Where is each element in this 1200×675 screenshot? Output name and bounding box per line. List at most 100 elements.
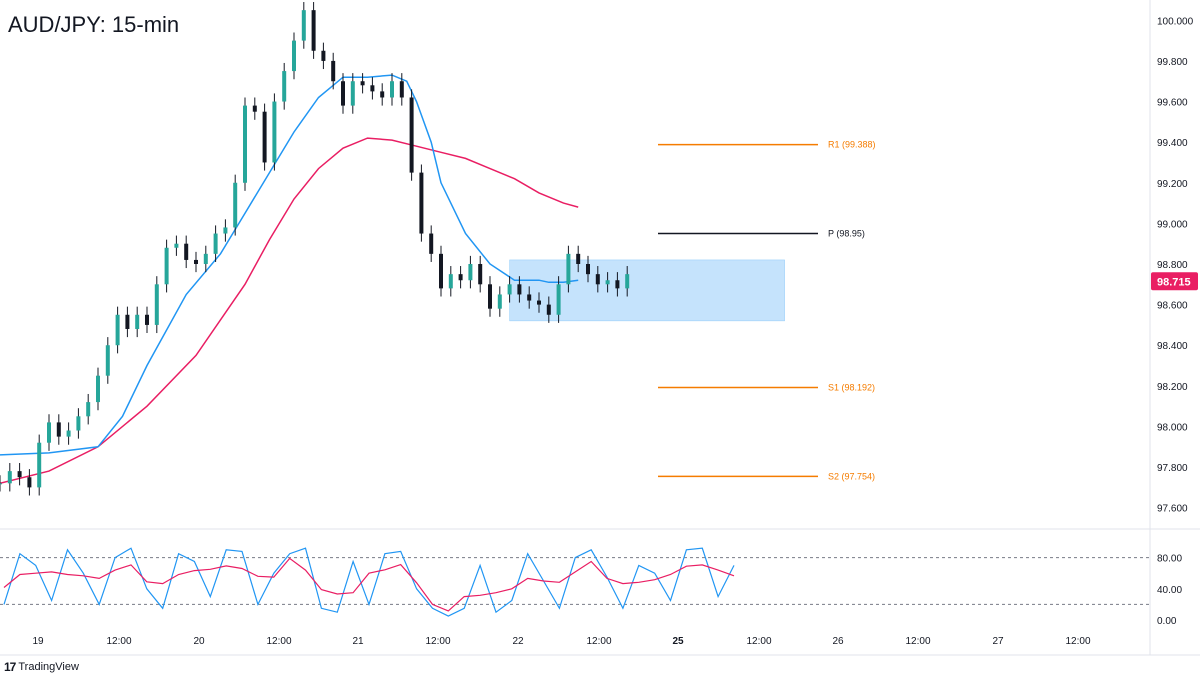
grid (0, 0, 1200, 656)
stoch-tick-2: 0.00 (1157, 616, 1177, 627)
price-tick-9: 98.200 (1157, 382, 1188, 393)
candle-body-5 (47, 422, 51, 443)
candle-body-39 (380, 91, 385, 98)
tradingview-icon: 17 (4, 660, 16, 674)
candle-body-29 (282, 71, 287, 102)
candle-body-11 (105, 345, 110, 376)
candle-body-26 (252, 105, 257, 112)
price-tick-7: 98.600 (1157, 301, 1188, 312)
candle-body-13 (125, 314, 130, 329)
candle-body-14 (135, 314, 140, 329)
stochastic-pane: 80.00 40.00 0.00 (0, 547, 1182, 627)
candle-body-46 (448, 274, 453, 289)
candle-body-18 (174, 243, 179, 248)
candle-body-51 (497, 294, 502, 309)
candle-body-3 (27, 477, 32, 488)
time-axis: 19 12:00 20 12:00 21 12:00 22 12:00 25 12:00 26 12:… (32, 636, 1091, 647)
time-tick-6: 22 (512, 636, 524, 647)
price-tick-3: 99.400 (1157, 138, 1188, 149)
pivot-lines: R1 (99.388) P (98.95) S1 (98.192) S2 (97.75… (658, 140, 876, 481)
price-tick-5: 99.000 (1157, 219, 1188, 230)
branding-label: TradingView (18, 661, 79, 673)
candle-body-20 (194, 259, 198, 264)
candle-body-50 (488, 284, 492, 309)
price-tick-8: 98.400 (1157, 341, 1188, 352)
candle-body-60 (586, 264, 590, 275)
candle-body-28 (272, 101, 277, 163)
candle-body-2 (17, 471, 22, 478)
candle-body-12 (115, 314, 120, 346)
price-tick-11: 97.800 (1157, 463, 1188, 474)
candle-body-25 (243, 105, 247, 183)
candle-body-43 (419, 172, 424, 234)
candle-body-15 (145, 314, 149, 325)
time-tick-8: 25 (672, 636, 684, 647)
price-tick-0: 100.000 (1157, 16, 1194, 27)
candle-body-27 (262, 111, 267, 163)
candle-body-41 (399, 81, 404, 98)
price-tick-10: 98.000 (1157, 422, 1188, 433)
candle-body-19 (184, 243, 189, 260)
price-axis: 100.000 99.800 99.600 99.400 99.200 99.000 98.… (1151, 16, 1198, 515)
candle-body-47 (458, 274, 463, 281)
candle-body-16 (154, 284, 159, 325)
pivot-label-0: R1 (99.388) (828, 140, 876, 150)
pivot-label-3: S2 (97.754) (828, 471, 875, 481)
candle-body-57 (556, 284, 561, 315)
candle-body-36 (350, 81, 355, 106)
candle-body-55 (537, 300, 541, 305)
candle-body-4 (37, 442, 42, 488)
candle-body-58 (566, 253, 571, 285)
pivot-label-2: S1 (98.192) (828, 382, 875, 392)
time-tick-12: 27 (992, 636, 1004, 647)
time-tick-0: 19 (32, 636, 44, 647)
price-tick-1: 99.800 (1157, 57, 1188, 68)
candle-body-33 (321, 50, 326, 61)
stoch-tick-0: 80.00 (1157, 554, 1182, 565)
candle-body-64 (625, 274, 630, 289)
candle-body-56 (546, 304, 551, 315)
candle-body-44 (429, 233, 434, 254)
candle-body-22 (213, 233, 218, 254)
candle-body-48 (468, 264, 473, 281)
candle-body-53 (517, 284, 522, 295)
candle-body-30 (292, 40, 296, 72)
candle-body-32 (311, 10, 316, 51)
time-tick-13: 12:00 (1065, 636, 1090, 647)
tradingview-logo: 17 TradingView (4, 660, 79, 674)
consolidation-box (509, 259, 785, 322)
price-tick-12: 97.600 (1157, 504, 1188, 515)
time-tick-5: 12:00 (425, 636, 450, 647)
time-tick-11: 12:00 (905, 636, 930, 647)
candle-body-31 (301, 10, 306, 41)
stoch-k-line (3, 547, 735, 617)
current-price-badge (1151, 272, 1198, 291)
time-tick-2: 20 (193, 636, 205, 647)
time-tick-10: 26 (832, 636, 844, 647)
candle-body-23 (223, 227, 228, 234)
current-price-label: 98.715 (1157, 276, 1191, 288)
candle-body-0 (0, 483, 2, 485)
time-tick-7: 12:00 (586, 636, 611, 647)
stoch-tick-1: 40.00 (1157, 585, 1182, 596)
candle-body-45 (439, 253, 443, 289)
candle-body-6 (56, 422, 61, 437)
time-tick-9: 12:00 (746, 636, 771, 647)
pivot-label-1: P (98.95) (828, 229, 865, 239)
ma-fast-line (0, 74, 579, 456)
candle-body-42 (409, 97, 414, 173)
price-tick-4: 99.200 (1157, 179, 1188, 190)
ma-slow-line (0, 137, 579, 485)
candle-body-7 (66, 430, 71, 437)
candle-body-21 (203, 253, 208, 264)
candle-body-10 (96, 375, 100, 403)
price-tick-2: 99.600 (1157, 98, 1188, 109)
candle-body-49 (478, 264, 483, 285)
candle-body-9 (86, 402, 91, 417)
candle-body-24 (233, 182, 238, 228)
candle-body-35 (341, 81, 345, 106)
range-box (509, 259, 785, 322)
candle-body-40 (390, 81, 394, 98)
candle-body-52 (507, 284, 512, 295)
